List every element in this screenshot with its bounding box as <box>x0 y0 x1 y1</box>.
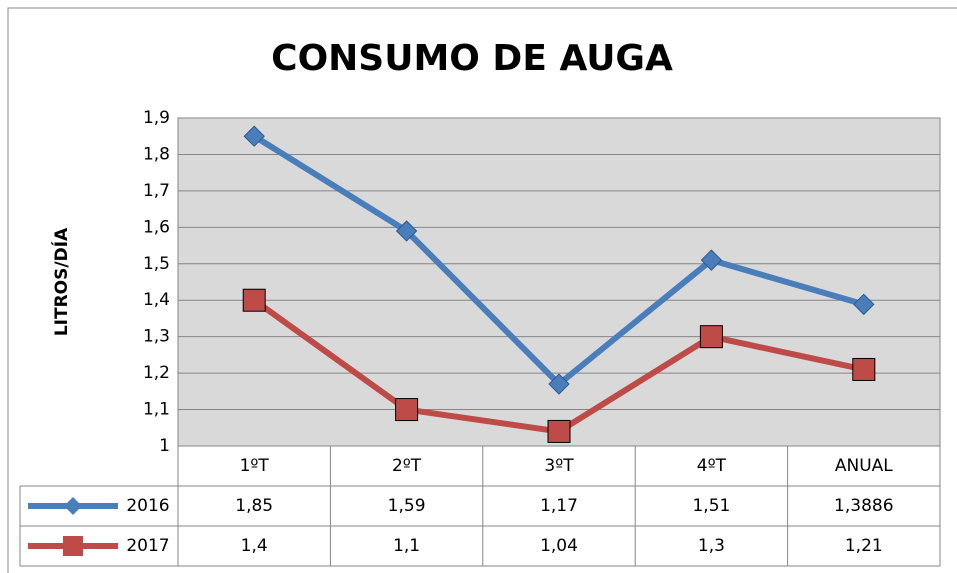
x-tick-label: ANUAL <box>835 456 893 476</box>
y-tick-label: 1,9 <box>143 108 170 128</box>
marker <box>852 357 876 381</box>
y-tick-label: 1 <box>159 436 170 456</box>
y-tick-label: 1,2 <box>143 363 170 383</box>
x-tick-label: 4ºT <box>697 456 727 476</box>
table-value: 1,4 <box>241 536 268 556</box>
x-tick-label: 2ºT <box>392 456 422 476</box>
y-tick-label: 1,4 <box>143 290 170 310</box>
x-tick-label: 3ºT <box>544 456 574 476</box>
y-tick-label: 1,5 <box>143 254 170 274</box>
table-value: 1,3886 <box>834 496 893 516</box>
table-value: 1,1 <box>393 536 420 556</box>
chart-title: CONSUMO DE AUGA <box>271 38 673 79</box>
x-tick-label: 1ºT <box>240 456 270 476</box>
marker <box>548 373 570 395</box>
y-tick-label: 1,8 <box>143 144 170 164</box>
marker <box>699 325 723 349</box>
y-axis-label: LITROS/DÍA <box>50 227 72 336</box>
marker <box>243 125 265 147</box>
y-tick-label: 1,6 <box>143 217 170 237</box>
table-value: 1,59 <box>388 496 426 516</box>
marker <box>853 293 875 316</box>
marker <box>700 249 723 271</box>
table-value: 1,04 <box>540 536 578 556</box>
table-value: 1,21 <box>845 536 883 556</box>
legend-label: 2017 <box>126 536 169 556</box>
y-tick-label: 1,3 <box>143 327 170 347</box>
table-value: 1,3 <box>698 536 725 556</box>
y-tick-label: 1,1 <box>143 400 170 420</box>
y-tick-label: 1,7 <box>143 181 170 201</box>
plot-area <box>177 117 941 447</box>
marker <box>547 419 571 443</box>
table-value: 1,17 <box>540 496 578 516</box>
legend-key-marker <box>64 497 82 515</box>
table-value: 1,85 <box>235 496 273 516</box>
marker <box>395 398 419 422</box>
table-value: 1,51 <box>692 496 730 516</box>
marker <box>395 220 418 242</box>
legend-label: 2016 <box>126 496 169 516</box>
marker <box>242 288 266 312</box>
legend-key-marker <box>63 536 83 556</box>
